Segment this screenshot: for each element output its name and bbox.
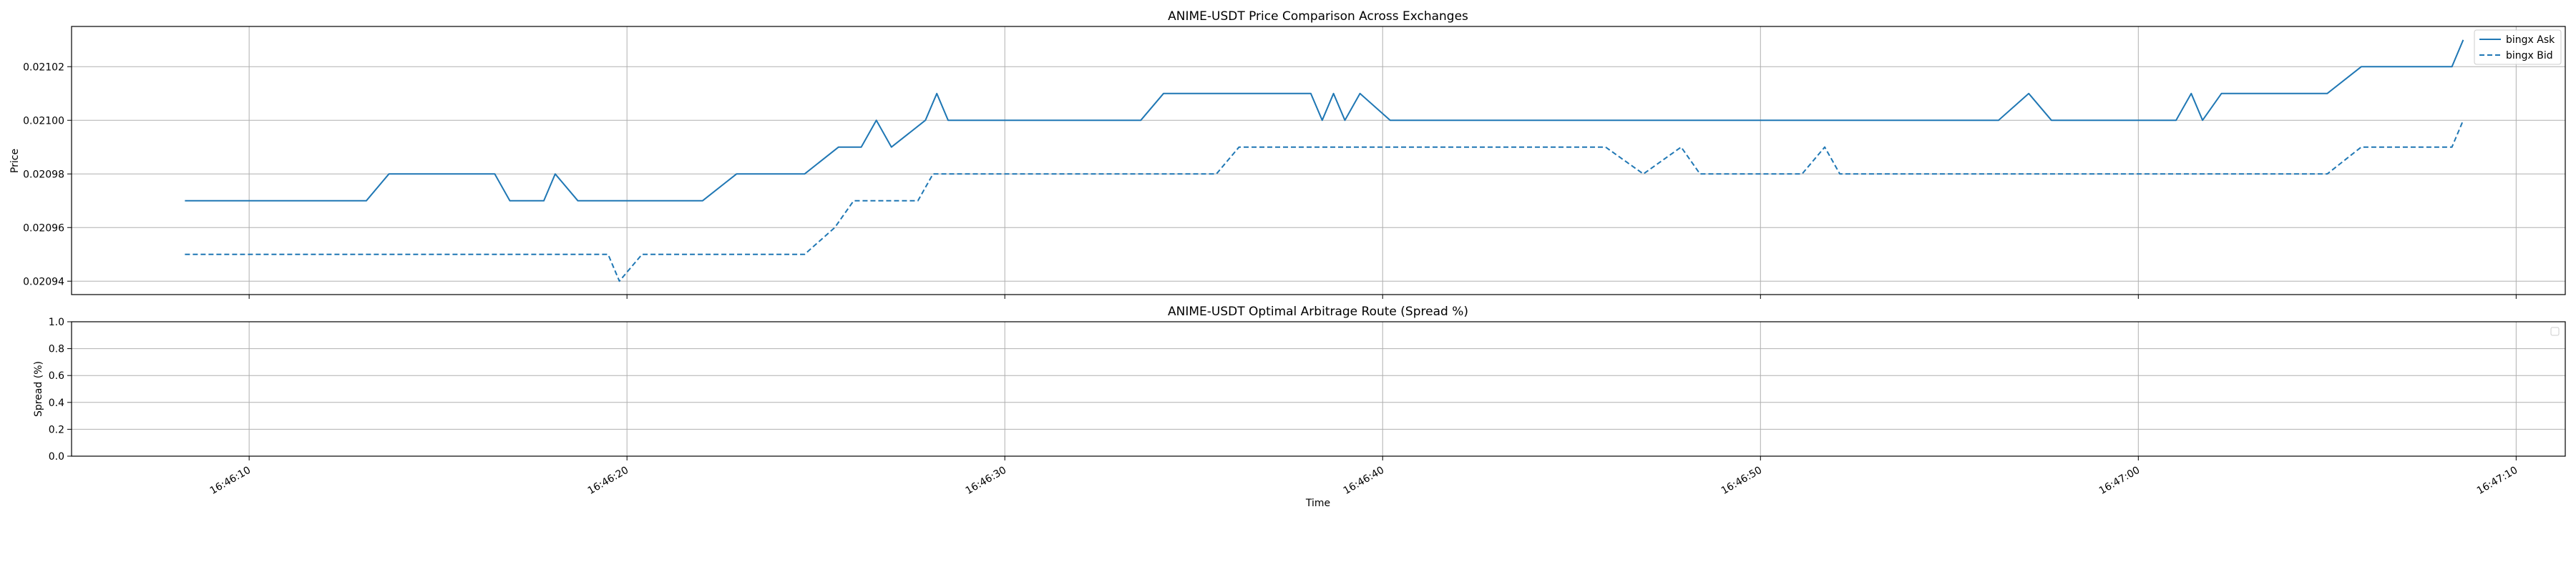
time-axis-label: Time	[1305, 498, 1330, 509]
y-tick-label: 0.02100	[23, 115, 64, 127]
spread-grid	[72, 321, 2565, 457]
y-tick-label: 0.8	[49, 344, 64, 355]
legend-ask-label: bingx Ask	[2506, 34, 2555, 46]
price-y-axis-label: Price	[9, 149, 21, 173]
y-tick-label: 0.4	[49, 398, 64, 409]
price-comparison-panel: 0.02094 0.02096 0.02098 0.02100 0.02102 ANIM…	[9, 9, 2566, 299]
price-y-ticks: 0.02094 0.02096 0.02098 0.02100 0.02102	[23, 61, 72, 287]
price-plot-frame	[71, 26, 2566, 295]
legend-bid-label: bingx Bid	[2506, 50, 2553, 61]
spread-plot-frame	[71, 321, 2566, 457]
y-tick-label: 0.2	[49, 424, 64, 435]
price-x-ticks	[248, 295, 2517, 299]
spread-legend-box	[2550, 327, 2560, 336]
spread-chart-title: ANIME-USDT Optimal Arbitrage Route (Spre…	[1168, 305, 1468, 319]
series-line-ask	[185, 39, 2464, 202]
y-tick-label: 0.02096	[23, 222, 64, 234]
x-tick-label: 16:47:10	[2475, 465, 2519, 497]
x-tick-label: 16:46:40	[1342, 465, 1386, 497]
spread-x-ticks: 16:46:10 16:46:20 16:46:30 16:46:40 16:46:50…	[208, 456, 2519, 497]
y-tick-label: 0.02094	[23, 276, 64, 287]
x-tick-label: 16:46:30	[964, 465, 1008, 497]
x-tick-label: 16:46:20	[586, 465, 630, 497]
price-legend: bingx Ask bingx Bid	[2474, 29, 2562, 65]
price-chart-title: ANIME-USDT Price Comparison Across Excha…	[1168, 9, 1468, 24]
spread-y-axis-label: Spread (%)	[33, 361, 44, 417]
spread-y-ticks: 0.0 0.2 0.4 0.6 0.8 1.0	[49, 317, 72, 463]
x-tick-label: 16:46:10	[208, 465, 253, 497]
price-series	[185, 39, 2464, 282]
y-tick-label: 0.6	[49, 370, 64, 382]
y-tick-label: 0.02098	[23, 169, 64, 180]
arbitrage-spread-panel: 0.00.20.40.60.81.0 16:46:10 16:46:20 16:46…	[33, 305, 2566, 509]
y-tick-label: 0.0	[49, 451, 64, 463]
x-tick-label: 16:47:00	[2097, 465, 2142, 497]
y-tick-label: 0.02102	[23, 61, 64, 73]
series-line-bid	[185, 119, 2464, 282]
y-tick-label: 1.0	[49, 317, 64, 328]
x-tick-label: 16:46:50	[1719, 465, 1764, 497]
